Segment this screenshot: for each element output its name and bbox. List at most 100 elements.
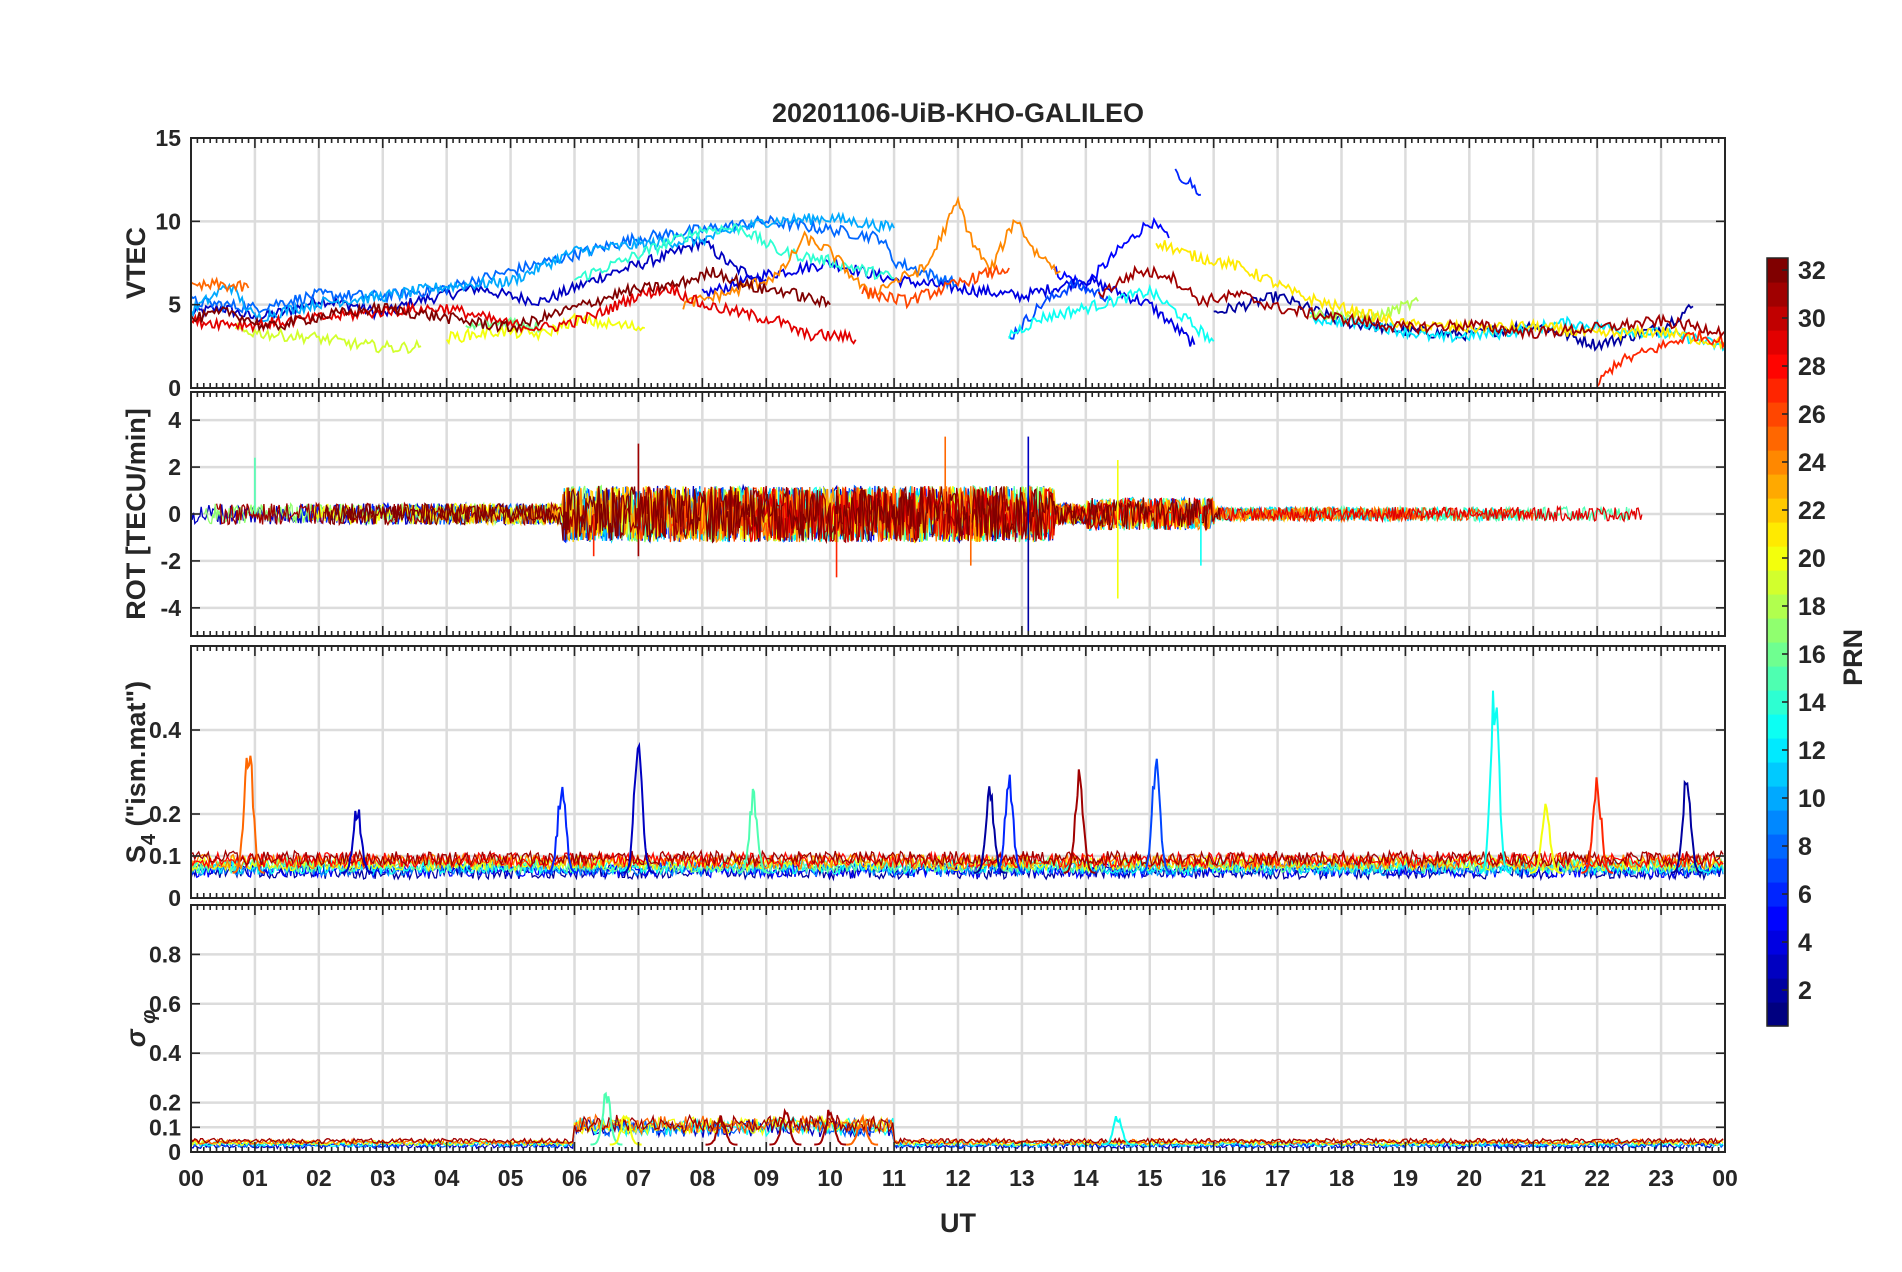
- noise-trace-prn-31: [191, 848, 1724, 869]
- noise-trace-prn-9: [191, 858, 1724, 878]
- vtec-trace-prn-7: [1008, 278, 1112, 340]
- noise-trace-prn-20: [191, 853, 1724, 874]
- y-tick-label: 0: [168, 501, 181, 527]
- x-tick-label: 04: [434, 1165, 460, 1191]
- x-tick-label: 19: [1393, 1165, 1419, 1191]
- colorbar-segment: [1767, 354, 1788, 379]
- x-tick-label: 06: [562, 1165, 588, 1191]
- x-tick-label: 23: [1648, 1165, 1674, 1191]
- colorbar-tick-label: 10: [1798, 785, 1826, 813]
- colorbar-segment: [1767, 882, 1788, 907]
- colorbar-segment: [1767, 450, 1788, 475]
- colorbar-tick-label: 2: [1798, 977, 1812, 1005]
- x-tick-label: 22: [1584, 1165, 1610, 1191]
- y-tick-label: 15: [155, 125, 181, 151]
- colorbar-tick-label: 28: [1798, 353, 1826, 381]
- colorbar-tick-label: 20: [1798, 545, 1826, 573]
- colorbar-label: PRN: [1838, 629, 1868, 686]
- peak-prn-3: [622, 741, 655, 874]
- peak-prn-7: [1140, 758, 1173, 874]
- noise-trace-prn-28: [191, 850, 1724, 870]
- colorbar-segment: [1767, 954, 1788, 979]
- x-tick-label: 05: [498, 1165, 524, 1191]
- y-axis-label: VTEC: [121, 227, 151, 299]
- colorbar-segment: [1767, 978, 1788, 1003]
- vtec-trace-prn-14: [573, 222, 895, 282]
- peak-prn-31: [769, 1107, 802, 1146]
- y-tick-label: 0.2: [149, 801, 181, 827]
- colorbar-tick-label: 16: [1798, 641, 1826, 669]
- y-tick-label: 2: [168, 454, 181, 480]
- x-tick-label: 15: [1137, 1165, 1163, 1191]
- x-axis-label: UT: [940, 1208, 976, 1238]
- colorbar-segment: [1767, 858, 1788, 883]
- vtec-trace-prn-6: [1174, 168, 1202, 196]
- colorbar-segment: [1767, 330, 1788, 355]
- vtec-trace-prn-32: [191, 265, 831, 334]
- x-tick-label: 12: [945, 1165, 971, 1191]
- colorbar-segment: [1767, 570, 1788, 595]
- colorbar-segment: [1767, 546, 1788, 571]
- colorbar-frame: [1766, 257, 1789, 1027]
- colorbar-segment: [1767, 306, 1788, 331]
- y-tick-label: 4: [168, 407, 181, 433]
- peak-prn-6: [993, 774, 1026, 874]
- vtec-trace-prn-19: [234, 322, 422, 355]
- y-tick-label: 0: [168, 1139, 181, 1165]
- colorbar-segment: [1767, 258, 1788, 283]
- y-tick-label: 0.6: [149, 991, 181, 1017]
- colorbar-segment: [1767, 738, 1788, 763]
- series-group: [191, 436, 1643, 632]
- vtec-trace-prn-26: [861, 264, 1010, 310]
- vtec-trace-prn-8: [191, 214, 958, 315]
- x-tick-label: 01: [242, 1165, 268, 1191]
- peak-prn-31: [814, 1109, 847, 1146]
- panel-vtec: 0 5 10 15 VTEC: [121, 125, 1726, 401]
- vtec-trace-prn-25: [191, 276, 250, 293]
- colorbar-segment: [1767, 690, 1788, 715]
- peak-prn-20: [1530, 803, 1563, 874]
- peak-prn-13: [1478, 690, 1511, 874]
- vtec-trace-prn-20: [445, 312, 645, 346]
- x-tick-label: 10: [817, 1165, 843, 1191]
- vtec-trace-prn-31: [1097, 264, 1725, 341]
- colorbar-segment: [1767, 522, 1788, 547]
- peak-prn-2: [973, 786, 1006, 874]
- colorbar-segment: [1767, 666, 1788, 691]
- x-tick-label: 14: [1073, 1165, 1099, 1191]
- peak-prn-25: [846, 1113, 879, 1146]
- peak-prn-3: [341, 809, 374, 874]
- colorbar-segment: [1767, 762, 1788, 787]
- colorbar-tick-label: 18: [1798, 593, 1826, 621]
- peak-prn-20: [609, 1114, 642, 1146]
- colorbar-segment: [1767, 1002, 1788, 1027]
- peak-prn-25: [232, 755, 265, 874]
- series-group: [191, 690, 1724, 882]
- colorbar-tick-label: 12: [1798, 737, 1826, 765]
- x-tick-label: 07: [626, 1165, 652, 1191]
- vtec-trace-prn-5: [1053, 216, 1170, 292]
- colorbar-segment: [1767, 402, 1788, 427]
- x-tick-label: 08: [690, 1165, 716, 1191]
- colorbar-segment: [1767, 714, 1788, 739]
- y-tick-label: -4: [161, 595, 182, 621]
- vtec-trace-prn-3: [191, 237, 767, 323]
- x-tick-label: 20: [1457, 1165, 1483, 1191]
- colorbar-tick-label: 4: [1798, 929, 1812, 957]
- colorbar-segment: [1767, 906, 1788, 931]
- colorbar-tick-label: 24: [1798, 449, 1826, 477]
- colorbar-segment: [1767, 282, 1788, 307]
- x-tick-label: 17: [1265, 1165, 1291, 1191]
- vtec-trace-prn-27: [1596, 330, 1725, 388]
- colorbar-tick-label: 14: [1798, 689, 1826, 717]
- x-tick-label: 00: [1712, 1165, 1738, 1191]
- colorbar-segment: [1767, 642, 1788, 667]
- y-tick-label: 0.2: [149, 1090, 181, 1116]
- y-tick-label: 0.1: [149, 1114, 181, 1140]
- x-tick-label: 16: [1201, 1165, 1227, 1191]
- panel-s4: 0 0.1 0.2 0.4S4 ("ism.mat"): [121, 645, 1726, 911]
- y-axis-label: S4 ("ism.mat"): [121, 681, 160, 863]
- vtec-trace-prn-21: [1155, 240, 1725, 351]
- peak-prn-15: [737, 788, 770, 874]
